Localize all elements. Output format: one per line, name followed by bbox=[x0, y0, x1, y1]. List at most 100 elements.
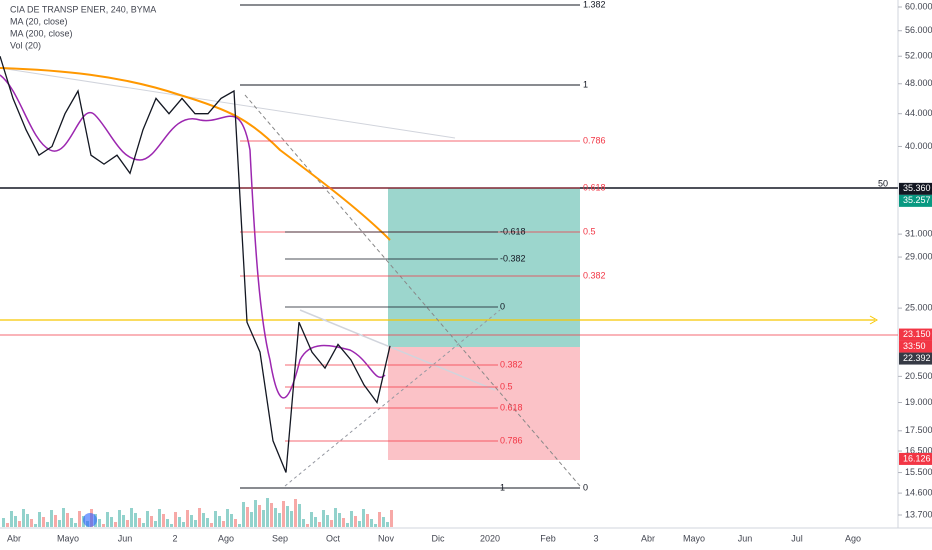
volume-bar bbox=[2, 518, 5, 527]
loss-zone bbox=[388, 347, 580, 460]
volume-bar bbox=[118, 510, 121, 527]
volume-bar bbox=[314, 517, 317, 527]
profit-zone bbox=[388, 188, 580, 347]
ma-200 bbox=[0, 67, 391, 241]
volume-bar bbox=[322, 510, 325, 527]
x-tick-label: Jun bbox=[738, 533, 753, 543]
y-tick-label: 44.000 bbox=[905, 108, 932, 118]
y-tick-label: 19.000 bbox=[905, 397, 932, 407]
volume-bar bbox=[222, 521, 225, 527]
price-tag bbox=[899, 328, 932, 341]
fib-label: 0.5 bbox=[583, 226, 596, 236]
volume-bar bbox=[342, 518, 345, 527]
study-label: MA (200, close) bbox=[10, 28, 73, 38]
study-label: MA (20, close) bbox=[10, 16, 68, 26]
volume-bar bbox=[14, 516, 17, 527]
study-label: Vol (20) bbox=[10, 40, 41, 50]
volume-bar bbox=[162, 514, 165, 527]
y-tick-label: 16.500 bbox=[905, 445, 932, 455]
volume-bar bbox=[22, 509, 25, 527]
volume-bar bbox=[178, 517, 181, 527]
volume-bar bbox=[106, 512, 109, 527]
volume-bar bbox=[18, 521, 21, 527]
y-tick-label: 56.000 bbox=[905, 25, 932, 35]
fib-label: 0.786 bbox=[500, 435, 523, 445]
fib-label: 0 bbox=[583, 482, 588, 492]
price-tag-label: 35.257 bbox=[903, 195, 931, 205]
volume-bar bbox=[270, 503, 273, 527]
volume-bar bbox=[78, 511, 81, 527]
y-tick-label: 25.000 bbox=[905, 302, 932, 312]
volume-bar bbox=[338, 513, 341, 527]
volume-bar bbox=[206, 518, 209, 527]
volume-bar bbox=[354, 516, 357, 527]
x-tick-label: Mayo bbox=[683, 533, 705, 543]
volume-bar bbox=[218, 516, 221, 527]
y-tick-label: 13.700 bbox=[905, 509, 932, 519]
y-tick-label: 31.000 bbox=[905, 229, 932, 239]
volume-bar bbox=[210, 523, 213, 527]
price-tag-label: 22.392 bbox=[903, 353, 931, 363]
x-tick-label: Oct bbox=[326, 533, 341, 543]
volume-bar bbox=[234, 519, 237, 527]
volume-bar bbox=[130, 508, 133, 527]
fib-label: 1 bbox=[500, 482, 505, 492]
trend-line bbox=[0, 67, 456, 139]
fib-label: 0.618 bbox=[583, 182, 606, 192]
volume-bar bbox=[390, 510, 393, 527]
y-tick-label: 20.500 bbox=[905, 371, 932, 381]
volume-bar bbox=[154, 521, 157, 527]
volume-bar bbox=[42, 517, 45, 527]
fib-label: 0.618 bbox=[500, 402, 523, 412]
volume-bar bbox=[302, 519, 305, 527]
volume-bar bbox=[294, 499, 297, 527]
volume-bar bbox=[62, 508, 65, 527]
price-tag-label: 35.360 bbox=[903, 183, 931, 193]
volume-bar bbox=[10, 511, 13, 527]
volume-bar bbox=[146, 511, 149, 527]
y-tick-label: 15.500 bbox=[905, 467, 932, 477]
y-tick-label: 48.000 bbox=[905, 78, 932, 88]
x-tick-label: Abr bbox=[641, 533, 655, 543]
x-tick-label: Mayo bbox=[57, 533, 79, 543]
x-tick-label: Jun bbox=[118, 533, 133, 543]
volume-bar bbox=[50, 510, 53, 527]
dividend-marker bbox=[83, 513, 97, 527]
y-tick-label: 60.000 bbox=[905, 1, 932, 11]
volume-bar bbox=[174, 512, 177, 527]
fib-label: -0.618 bbox=[500, 226, 526, 236]
fib-label: 1 bbox=[583, 79, 588, 89]
volume-bar bbox=[98, 519, 101, 527]
volume-bar bbox=[262, 510, 265, 527]
volume-bar bbox=[114, 522, 117, 527]
volume-bar bbox=[110, 517, 113, 527]
volume-bar bbox=[150, 516, 153, 527]
volume-bar bbox=[230, 514, 233, 527]
x-tick-label: 2 bbox=[172, 533, 177, 543]
volume-bar bbox=[366, 514, 369, 527]
volume-bar bbox=[298, 504, 301, 527]
fib-label: -0.382 bbox=[500, 253, 526, 263]
price-tag bbox=[899, 340, 932, 353]
trend-line bbox=[299, 309, 496, 391]
volume-bar bbox=[382, 517, 385, 527]
volume-bar bbox=[202, 513, 205, 527]
x-tick-label: 2020 bbox=[480, 533, 500, 543]
volume-bar bbox=[102, 524, 105, 527]
x-tick-label: Ago bbox=[218, 533, 234, 543]
volume-bar bbox=[214, 511, 217, 527]
volume-bar bbox=[142, 523, 145, 527]
volume-bar bbox=[34, 524, 37, 527]
x-tick-label: Nov bbox=[378, 533, 395, 543]
volume-bar bbox=[290, 511, 293, 527]
price-tag bbox=[899, 452, 932, 465]
volume-bar bbox=[158, 509, 161, 527]
volume-bar bbox=[182, 522, 185, 527]
volume-bar bbox=[74, 523, 77, 527]
volume-bar bbox=[378, 512, 381, 527]
ray-arrow bbox=[869, 315, 879, 325]
volume-bar bbox=[170, 524, 173, 527]
volume-bar bbox=[318, 522, 321, 527]
volume-bar bbox=[330, 520, 333, 527]
volume-bar bbox=[310, 512, 313, 527]
